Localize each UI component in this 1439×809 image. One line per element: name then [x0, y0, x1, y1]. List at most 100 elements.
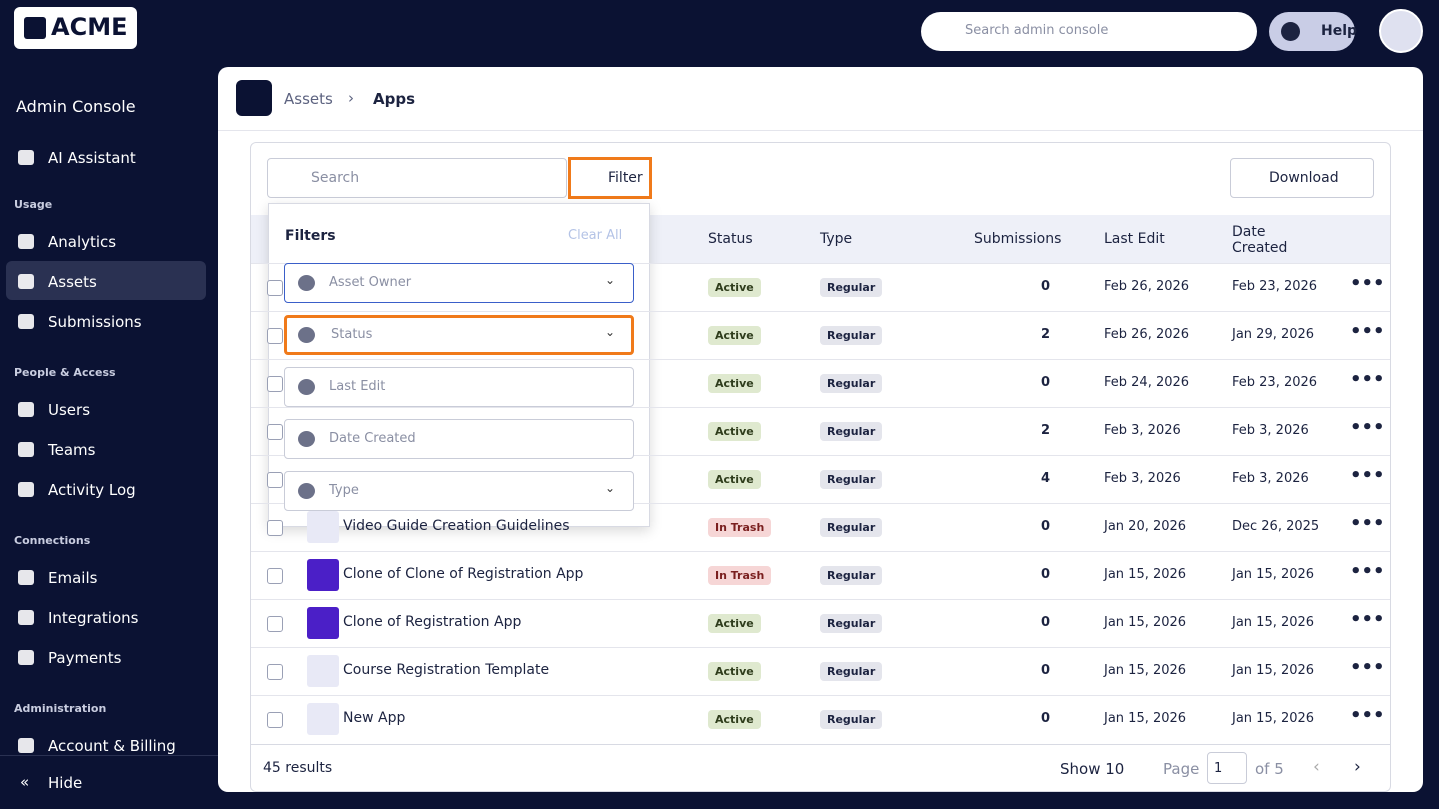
filter-field[interactable]: Last Edit — [284, 367, 634, 407]
row-menu[interactable]: ••• — [1350, 561, 1385, 582]
group-label: People & Access — [14, 366, 116, 379]
status-badge: Active — [708, 374, 761, 393]
column-header[interactable]: Last Edit — [1104, 231, 1165, 247]
prev-page[interactable]: ‹ — [1313, 757, 1320, 777]
filter-field[interactable]: Status — [284, 315, 634, 355]
column-header[interactable]: Status — [708, 231, 753, 247]
row-checkbox[interactable] — [267, 328, 283, 344]
breadcrumb-sep: › — [348, 89, 354, 107]
type-badge: Regular — [820, 662, 883, 681]
nav-icon — [18, 314, 34, 329]
nav-item[interactable]: Payments — [48, 649, 122, 667]
row-menu[interactable]: ••• — [1350, 705, 1385, 726]
nav-item[interactable]: Integrations — [48, 609, 139, 627]
row-menu[interactable]: ••• — [1350, 369, 1385, 390]
last-edit: Jan 15, 2026 — [1104, 711, 1187, 726]
row-divider — [251, 311, 1390, 312]
breadcrumb-link[interactable]: Assets — [284, 90, 333, 108]
submissions: 0 — [1040, 711, 1050, 726]
app-name[interactable]: Clone of Registration App — [343, 614, 522, 630]
nav-item[interactable]: Assets — [48, 273, 97, 291]
date-created: Feb 23, 2026 — [1232, 279, 1318, 294]
admin-search[interactable]: Search admin console — [921, 12, 1257, 51]
row-menu[interactable]: ••• — [1350, 417, 1385, 438]
row-divider — [251, 551, 1390, 552]
row-menu[interactable]: ••• — [1350, 657, 1385, 678]
submissions: 0 — [1040, 375, 1050, 390]
group-label: Usage — [14, 198, 53, 211]
row-divider — [251, 407, 1390, 408]
app-icon — [307, 511, 339, 543]
row-checkbox[interactable] — [267, 664, 283, 680]
row-menu[interactable]: ••• — [1350, 609, 1385, 630]
row-divider — [251, 263, 1390, 264]
row-menu[interactable]: ••• — [1350, 273, 1385, 294]
filter-button[interactable]: Filter — [568, 157, 652, 199]
divider — [218, 130, 1423, 131]
date-created: Feb 3, 2026 — [1232, 471, 1309, 486]
app-name[interactable]: Video Guide Creation Guidelines — [343, 518, 570, 534]
nav-item[interactable]: Analytics — [48, 233, 117, 251]
row-checkbox[interactable] — [267, 616, 283, 632]
filter-field[interactable]: Asset Owner — [284, 263, 634, 303]
last-edit: Jan 20, 2026 — [1104, 519, 1187, 534]
last-edit: Feb 3, 2026 — [1104, 423, 1181, 438]
submissions: 0 — [1040, 519, 1050, 534]
table-search[interactable]: Search — [267, 158, 567, 198]
nav-icon — [18, 442, 34, 457]
row-checkbox[interactable] — [267, 520, 283, 536]
type-badge: Regular — [820, 614, 883, 633]
nav-item[interactable]: Emails — [48, 569, 98, 587]
avatar[interactable] — [1379, 9, 1423, 53]
row-checkbox[interactable] — [267, 568, 283, 584]
last-edit: Jan 15, 2026 — [1104, 615, 1187, 630]
column-header[interactable]: Submissions — [974, 231, 1062, 247]
row-checkbox[interactable] — [267, 712, 283, 728]
date-created: Dec 26, 2025 — [1232, 519, 1320, 534]
row-checkbox[interactable] — [267, 424, 283, 440]
row-checkbox[interactable] — [267, 472, 283, 488]
nav-item[interactable]: Users — [48, 401, 91, 419]
row-checkbox[interactable] — [267, 280, 283, 296]
clear-all[interactable]: Clear All — [568, 228, 623, 243]
nav-item[interactable]: Teams — [48, 441, 96, 459]
filter-field[interactable]: Type — [284, 471, 634, 511]
nav-icon — [18, 402, 34, 417]
logo-text: ACME — [51, 13, 128, 41]
status-badge: Active — [708, 470, 761, 489]
app-name[interactable]: Clone of Clone of Registration App — [343, 566, 584, 582]
page-total: of 5 — [1255, 760, 1284, 778]
nav-item[interactable]: Activity Log — [48, 481, 136, 499]
app-name[interactable]: New App — [343, 710, 406, 726]
nav-item[interactable]: AI Assistant — [48, 149, 136, 167]
nav-item[interactable]: Submissions — [48, 313, 142, 331]
row-menu[interactable]: ••• — [1350, 513, 1385, 534]
group-label: Connections — [14, 534, 91, 547]
row-menu[interactable]: ••• — [1350, 465, 1385, 486]
app-name[interactable]: Course Registration Template — [343, 662, 550, 678]
field-icon — [298, 431, 315, 447]
page-input[interactable]: 1 — [1207, 752, 1247, 784]
row-checkbox[interactable] — [267, 376, 283, 392]
submissions: 0 — [1040, 279, 1050, 294]
nav-item[interactable]: Account & Billing — [48, 737, 176, 755]
app-icon — [307, 607, 339, 639]
column-header[interactable]: Type — [820, 231, 853, 247]
row-divider — [251, 647, 1390, 648]
filter-field[interactable]: Date Created — [284, 419, 634, 459]
download-button[interactable]: Download — [1230, 158, 1374, 198]
status-badge: Active — [708, 710, 761, 729]
column-header[interactable]: Date Created — [1232, 224, 1288, 256]
submissions: 4 — [1040, 471, 1050, 486]
next-page[interactable]: › — [1354, 757, 1361, 777]
page-size[interactable]: Show 10 — [1060, 760, 1125, 778]
field-icon — [298, 483, 315, 499]
nav-icon — [18, 234, 34, 249]
last-edit: Feb 26, 2026 — [1104, 279, 1190, 294]
hide-bar[interactable]: « Hide — [0, 755, 218, 809]
group-label: Administration — [14, 702, 107, 715]
nav-icon — [18, 274, 34, 289]
status-badge: In Trash — [708, 566, 772, 585]
row-menu[interactable]: ••• — [1350, 321, 1385, 342]
logo[interactable]: ACME — [14, 7, 137, 49]
